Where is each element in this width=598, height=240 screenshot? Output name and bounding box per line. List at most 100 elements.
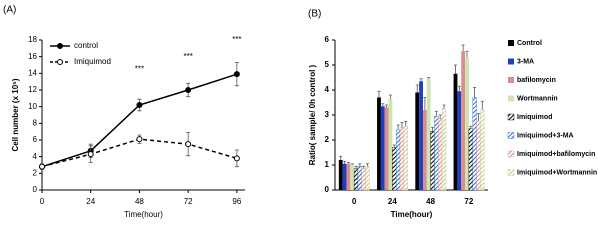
bar bbox=[403, 126, 408, 191]
error-bar bbox=[358, 163, 362, 167]
bar bbox=[434, 116, 439, 191]
y-tick-label: 0 bbox=[325, 185, 330, 194]
error-bar bbox=[419, 78, 423, 82]
legend-label: Imiquimod bbox=[517, 114, 552, 121]
bar bbox=[361, 168, 366, 191]
bar bbox=[384, 107, 389, 190]
chart-title: (B) bbox=[308, 9, 321, 20]
y-tick-label: 6 bbox=[325, 35, 330, 44]
annotation: *** bbox=[183, 52, 192, 61]
y-tick-label: 2 bbox=[33, 168, 38, 177]
point bbox=[185, 141, 192, 148]
bar bbox=[472, 97, 477, 191]
x-tick-label: 72 bbox=[464, 197, 473, 206]
y-axis-label: Cell number (x 10⁵) bbox=[11, 78, 20, 151]
bar bbox=[461, 51, 466, 190]
x-tick-label: 0 bbox=[40, 197, 45, 206]
bar bbox=[438, 118, 443, 191]
y-tick-label: 4 bbox=[33, 152, 38, 161]
annotation: *** bbox=[232, 35, 241, 44]
error-bar bbox=[346, 162, 350, 164]
bar bbox=[346, 163, 351, 190]
error-bar bbox=[431, 127, 435, 132]
legend-label: Imiquimod bbox=[74, 57, 111, 66]
legend-label: 3-MA bbox=[517, 58, 534, 65]
error-bar bbox=[388, 94, 392, 99]
x-tick-label: 24 bbox=[86, 197, 95, 206]
bar bbox=[468, 128, 473, 191]
error-bar bbox=[350, 163, 354, 165]
point bbox=[233, 155, 240, 162]
error-bar bbox=[362, 165, 366, 169]
y-tick-label: 5 bbox=[325, 60, 330, 69]
y-axis-label: Ratio( sample/ 0h control ) bbox=[308, 64, 317, 165]
error-bar bbox=[354, 165, 358, 169]
bar bbox=[365, 166, 370, 191]
x-axis-label: Time(hour) bbox=[124, 210, 163, 219]
x-tick-label: 0 bbox=[352, 197, 357, 206]
legend-swatch bbox=[508, 40, 514, 46]
point bbox=[185, 87, 192, 93]
error-bar bbox=[427, 77, 431, 79]
error-bar bbox=[453, 64, 457, 74]
y-tick-label: 12 bbox=[28, 85, 37, 94]
error-bar bbox=[400, 122, 404, 128]
point bbox=[39, 163, 45, 170]
error-bar bbox=[343, 160, 347, 164]
legend-label: control bbox=[74, 41, 98, 50]
x-tick-label: 48 bbox=[426, 197, 435, 206]
x-axis-label: Time(hour) bbox=[391, 210, 433, 219]
bar bbox=[399, 127, 405, 191]
y-tick-label: 1 bbox=[325, 160, 330, 169]
legend-label: Imiquimod+3-MA bbox=[517, 132, 574, 139]
error-bar bbox=[442, 104, 446, 109]
legend-marker bbox=[57, 43, 63, 49]
x-tick-label: 24 bbox=[388, 197, 397, 206]
error-bar bbox=[457, 85, 461, 92]
bar bbox=[430, 131, 435, 191]
bar bbox=[342, 163, 347, 190]
error-bar bbox=[438, 114, 442, 119]
y-tick-label: 14 bbox=[28, 68, 37, 77]
legend-marker bbox=[57, 59, 63, 65]
error-bar bbox=[392, 144, 396, 148]
bar bbox=[338, 160, 343, 190]
y-tick-label: 16 bbox=[28, 52, 37, 61]
bar bbox=[480, 109, 485, 191]
bar bbox=[357, 166, 362, 191]
legend-label: Imiquimod+Wortmannin bbox=[517, 169, 597, 176]
bar bbox=[453, 73, 458, 190]
error-bar bbox=[396, 124, 400, 130]
bar bbox=[380, 106, 385, 190]
bar bbox=[476, 121, 481, 191]
error-bar bbox=[469, 125, 473, 129]
error-bar bbox=[415, 84, 419, 93]
error-bar bbox=[434, 110, 438, 117]
error-bar bbox=[480, 100, 484, 110]
point bbox=[136, 136, 143, 143]
annotation: *** bbox=[135, 64, 144, 73]
x-tick-label: 96 bbox=[232, 197, 241, 206]
legend-swatch bbox=[507, 113, 515, 121]
legend-label: Imiquimod+bafilomycin bbox=[517, 151, 595, 158]
bar bbox=[392, 147, 397, 191]
bar bbox=[457, 91, 462, 190]
error-bar bbox=[377, 90, 381, 98]
legend-swatch bbox=[508, 58, 514, 65]
bar bbox=[377, 97, 381, 190]
y-tick-label: 2 bbox=[325, 135, 330, 144]
y-tick-label: 18 bbox=[28, 35, 37, 44]
bar bbox=[415, 92, 420, 190]
y-tick-label: 6 bbox=[33, 135, 38, 144]
legend-label: bafilomycin bbox=[517, 77, 556, 84]
legend-swatch bbox=[508, 95, 514, 102]
y-tick-label: 0 bbox=[33, 185, 38, 194]
y-tick-label: 3 bbox=[325, 110, 330, 119]
error-bar bbox=[423, 97, 427, 110]
bar bbox=[388, 98, 393, 190]
error-bar bbox=[385, 104, 389, 108]
legend-swatch bbox=[507, 169, 515, 176]
chart-title: (A) bbox=[3, 5, 16, 16]
error-bar bbox=[473, 87, 477, 98]
